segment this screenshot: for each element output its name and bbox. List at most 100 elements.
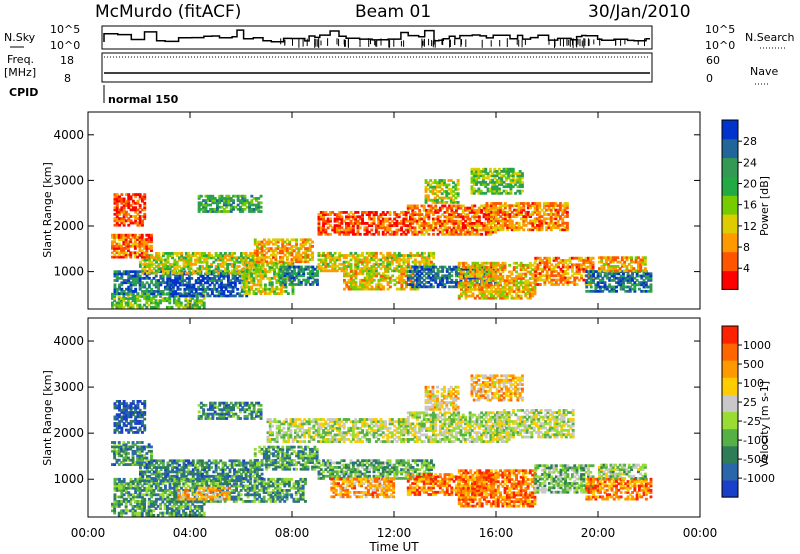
heatmap-cell (133, 299, 137, 303)
heatmap-cell (131, 274, 135, 278)
heatmap-cell (148, 271, 152, 275)
heatmap-cell (159, 301, 162, 305)
heatmap-cell (163, 292, 167, 296)
heatmap-cell (154, 279, 158, 282)
heatmap-cell (138, 204, 142, 207)
heatmap-cell (265, 260, 269, 264)
heatmap-cell (178, 279, 182, 282)
heatmap-cell (134, 272, 138, 276)
heatmap-cell (136, 303, 140, 307)
heatmap-cell (222, 283, 226, 287)
heatmap-cell (150, 255, 153, 259)
heatmap-cell (180, 256, 184, 260)
heatmap-cell (427, 232, 431, 236)
heatmap-cell (168, 299, 172, 303)
heatmap-cell (120, 301, 123, 305)
heatmap-cell (125, 272, 128, 276)
heatmap-cell (210, 292, 214, 296)
heatmap-cell (215, 279, 219, 282)
heatmap-cell (185, 287, 189, 291)
heatmap-cell (122, 279, 126, 282)
heatmap-cell (185, 281, 189, 285)
heatmap-cell (122, 270, 126, 274)
heatmap-cell (227, 277, 230, 280)
heatmap-cell (175, 254, 179, 257)
heatmap-cell (361, 270, 365, 273)
heatmap-cell (138, 283, 142, 287)
heatmap-cell (182, 258, 186, 262)
heatmap-cell (206, 279, 210, 282)
heatmap-cell (122, 290, 126, 293)
heatmap-cell (127, 272, 131, 276)
heatmap-cell (245, 294, 249, 298)
heatmap-cell (115, 276, 119, 280)
heatmap-cell (406, 265, 410, 269)
heatmap-cell (166, 283, 170, 287)
heatmap-cell (131, 279, 135, 282)
heatmap-cell (195, 295, 199, 298)
heatmap-cell (473, 204, 477, 208)
heatmap-cell (201, 290, 205, 293)
heatmap-cell (206, 281, 210, 285)
heatmap-cell (120, 299, 123, 303)
heatmap-cell (175, 301, 179, 305)
heatmap-cell (198, 299, 202, 303)
heatmap-cell (203, 267, 207, 271)
heatmap-cell (159, 256, 163, 260)
heatmap-cell (358, 232, 362, 236)
heatmap-cell (201, 287, 205, 291)
heatmap-cell (159, 258, 163, 262)
heatmap-cell (522, 228, 526, 232)
heatmap-cell (111, 305, 114, 309)
heatmap-cell (233, 252, 236, 255)
nave-tick-top: 60 (706, 54, 720, 67)
heatmap-cell (187, 265, 191, 268)
heatmap-cell (220, 287, 223, 291)
heatmap-cell (152, 256, 156, 260)
heatmap-cell (171, 287, 175, 291)
heatmap-cell (161, 292, 165, 295)
heatmap-cell (152, 295, 156, 298)
heatmap-cell (171, 292, 175, 296)
heatmap-cell (456, 201, 460, 204)
heatmap-cell (224, 274, 228, 278)
heatmap-cell (150, 290, 154, 293)
heatmap-cell (188, 290, 191, 293)
heatmap-cell (140, 305, 144, 309)
heatmap-cell (111, 297, 114, 300)
heatmap-cell (164, 260, 168, 264)
heatmap-cell (190, 290, 194, 293)
heatmap-cell (124, 297, 128, 300)
heatmap-cell (565, 210, 569, 214)
heatmap-cell (161, 254, 165, 257)
heatmap-cell (143, 303, 146, 307)
heatmap-cell (166, 267, 170, 271)
heatmap-cell (145, 258, 149, 262)
heatmap-cell (168, 274, 172, 278)
heatmap-cell (175, 265, 179, 268)
heatmap-cell (159, 281, 163, 285)
heatmap-cell (113, 283, 117, 287)
heatmap-cell (232, 199, 235, 202)
heatmap-cell (171, 254, 174, 257)
heatmap-cell (227, 272, 230, 276)
heatmap-cell (377, 230, 381, 234)
heatmap-cell (159, 262, 163, 266)
heatmap-cell (202, 305, 206, 309)
heatmap-cell (175, 303, 179, 307)
heatmap-cell (159, 299, 162, 303)
heatmap-cell (141, 258, 145, 262)
heatmap-cell (184, 258, 188, 262)
heatmap-cell (201, 260, 204, 264)
heatmap-cell (187, 258, 191, 262)
heatmap-cell (118, 287, 121, 291)
heatmap-cell (189, 299, 192, 303)
heatmap-cell (143, 297, 146, 300)
heatmap-cell (157, 254, 161, 257)
heatmap-cell (233, 279, 237, 282)
heatmap-cell (197, 279, 200, 282)
heatmap-cell (204, 281, 207, 285)
heatmap-cell (136, 292, 140, 295)
heatmap-cell (159, 270, 163, 274)
heatmap-cell (161, 265, 165, 268)
